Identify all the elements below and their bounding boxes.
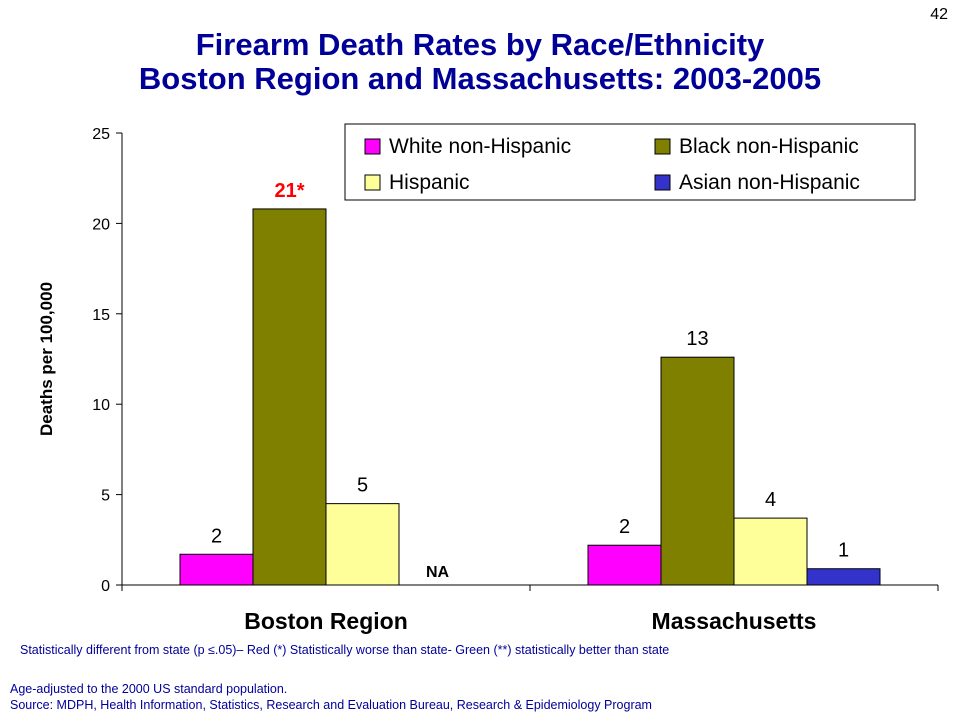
bar-3-1 bbox=[325, 503, 400, 586]
y-tick-label: 0 bbox=[101, 578, 110, 595]
data-label: 2 bbox=[211, 525, 222, 547]
y-tick-label: 10 bbox=[92, 397, 110, 414]
legend-swatch bbox=[364, 138, 381, 155]
bar-1-2 bbox=[587, 544, 662, 586]
legend-entry: Hispanic bbox=[389, 171, 470, 194]
category-label: Boston Region bbox=[244, 608, 408, 634]
legend-box bbox=[344, 123, 916, 201]
significance-footnote: Statistically different from state (p ≤.… bbox=[20, 643, 670, 657]
data-label: 5 bbox=[357, 475, 368, 497]
legend-entry: Asian non-Hispanic bbox=[679, 171, 860, 194]
data-label: 13 bbox=[686, 328, 708, 350]
chart-title: Firearm Death Rates by Race/Ethnicity Bo… bbox=[0, 28, 960, 96]
y-tick-label: 15 bbox=[92, 307, 110, 324]
data-label: 2 bbox=[619, 516, 630, 538]
title-line-1: Firearm Death Rates by Race/Ethnicity bbox=[195, 27, 765, 62]
data-label: NA bbox=[426, 564, 450, 581]
bar-2-1 bbox=[252, 208, 327, 586]
title-line-2: Boston Region and Massachusetts: 2003-20… bbox=[138, 61, 822, 96]
source-note: Source: MDPH, Health Information, Statis… bbox=[10, 698, 652, 712]
bar-4-2 bbox=[806, 568, 881, 586]
legend-swatch bbox=[654, 138, 671, 155]
legend-entry: White non-Hispanic bbox=[389, 135, 571, 158]
data-label: 4 bbox=[765, 489, 776, 511]
legend-swatch bbox=[364, 174, 381, 191]
age-adjust-note: Age-adjusted to the 2000 US standard pop… bbox=[10, 682, 288, 696]
category-label: Massachusetts bbox=[652, 608, 817, 634]
y-tick-label: 5 bbox=[101, 488, 110, 505]
y-tick-label: 25 bbox=[92, 126, 110, 143]
data-label: 1 bbox=[838, 540, 849, 562]
bar-3-2 bbox=[733, 517, 808, 586]
y-axis-label: Deaths per 100,000 bbox=[37, 282, 56, 436]
bar-2-2 bbox=[660, 356, 735, 586]
legend-swatch bbox=[654, 174, 671, 191]
data-label: 21* bbox=[274, 180, 304, 202]
bar-1-1 bbox=[179, 553, 254, 586]
page-number: 42 bbox=[930, 6, 948, 23]
y-tick-label: 20 bbox=[92, 216, 110, 233]
legend-entry: Black non-Hispanic bbox=[679, 135, 859, 158]
